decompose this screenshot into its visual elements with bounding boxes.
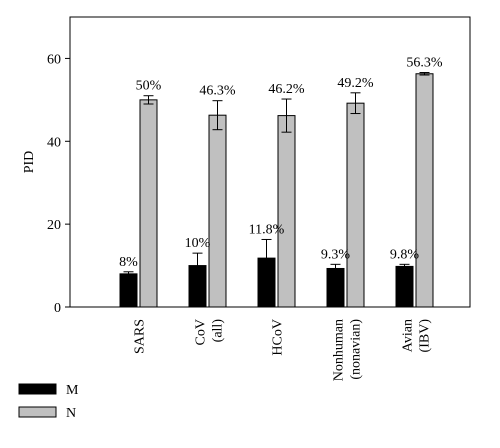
bar-n — [346, 102, 365, 308]
legend-swatch-m — [18, 383, 57, 395]
category-label: CoV (all) — [194, 319, 226, 346]
bar-n — [139, 99, 158, 308]
y-axis-label: PID — [22, 151, 37, 174]
bar-m — [326, 267, 345, 308]
bars — [119, 72, 434, 308]
category-label-line: (all) — [211, 319, 226, 343]
data-label: 9.3% — [321, 247, 351, 262]
data-label: 11.8% — [249, 222, 285, 237]
category-label-line: SARS — [133, 319, 148, 354]
category-label: HCoV — [271, 319, 286, 356]
category-label-line: HCoV — [271, 319, 286, 356]
bar-m — [119, 273, 138, 308]
bar-n — [208, 114, 227, 308]
bar-n — [415, 73, 434, 308]
data-label: 46.2% — [268, 82, 305, 97]
legend-label-n: N — [66, 406, 76, 421]
legend-swatch-n — [18, 406, 57, 418]
data-label: 8% — [119, 255, 138, 270]
y-tick-label: 60 — [47, 52, 61, 67]
bar-n — [277, 115, 296, 308]
legend: MN — [18, 383, 79, 421]
data-label: 50% — [136, 79, 162, 94]
category-label-line: Avian — [401, 319, 416, 352]
data-label: 9.8% — [390, 247, 420, 262]
labels: 8% 50% SARS 10% 46.3% CoV (all) 11.8% 46.2% HCoV 9… — [119, 56, 443, 382]
category-label-line: Nonhuman — [332, 319, 347, 381]
data-label: 49.2% — [337, 76, 374, 91]
category-label: SARS — [133, 319, 148, 354]
category-label-line: (nonavian) — [349, 319, 364, 380]
data-label: 56.3% — [406, 56, 443, 71]
data-label: 10% — [185, 236, 211, 251]
data-label: 46.3% — [199, 84, 236, 99]
legend-label-m: M — [66, 383, 79, 398]
category-label-line: CoV — [194, 319, 209, 345]
category-label: Nonhuman (nonavian) — [332, 319, 364, 382]
category-label: Avian (IBV) — [401, 319, 433, 353]
y-tick-label: 40 — [47, 135, 61, 150]
bar-m — [395, 265, 414, 308]
category-label-line: (IBV) — [418, 319, 433, 353]
y-tick-label: 0 — [54, 301, 61, 316]
y-tick-label: 20 — [47, 218, 61, 233]
